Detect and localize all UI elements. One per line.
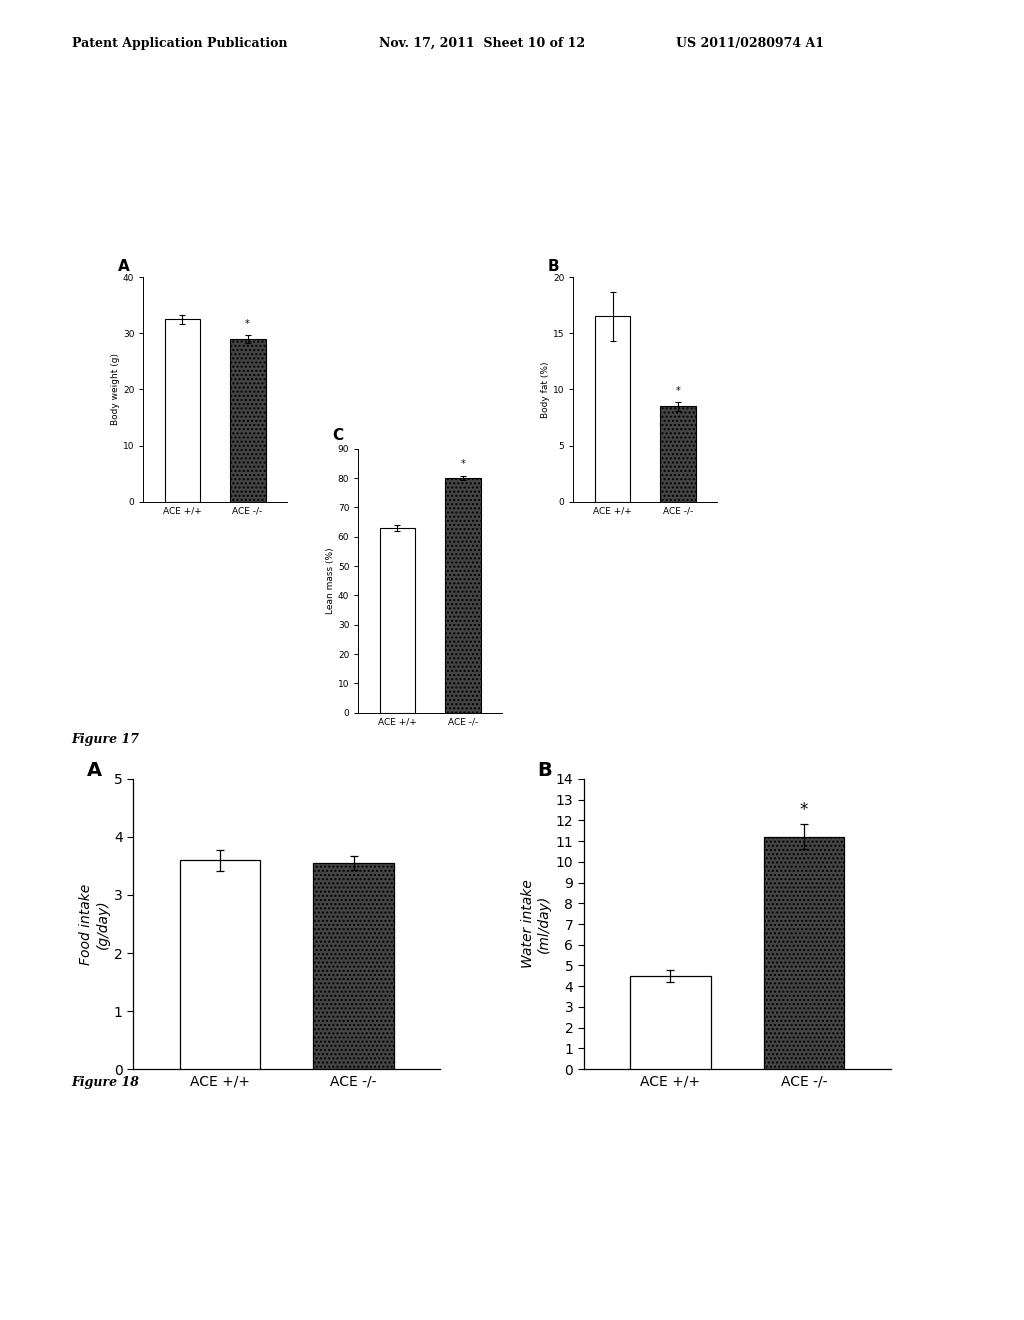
Y-axis label: Water intake
(ml/day): Water intake (ml/day): [521, 879, 551, 969]
Text: Figure 18: Figure 18: [72, 1076, 139, 1089]
Bar: [229, 339, 265, 502]
Text: *: *: [800, 801, 808, 818]
Text: Figure 17: Figure 17: [72, 733, 139, 746]
Y-axis label: Body weight (g): Body weight (g): [111, 354, 120, 425]
Text: US 2011/0280974 A1: US 2011/0280974 A1: [676, 37, 824, 50]
Bar: [180, 861, 260, 1069]
Bar: [165, 319, 201, 502]
Text: *: *: [245, 319, 250, 330]
Bar: [313, 863, 393, 1069]
Y-axis label: Body fat (%): Body fat (%): [541, 362, 550, 417]
Y-axis label: Food intake
(g/day): Food intake (g/day): [80, 883, 110, 965]
Text: *: *: [675, 387, 680, 396]
Bar: [595, 317, 631, 502]
Y-axis label: Lean mass (%): Lean mass (%): [326, 548, 335, 614]
Bar: [631, 975, 711, 1069]
Text: C: C: [333, 428, 344, 442]
Bar: [444, 478, 480, 713]
Bar: [764, 837, 844, 1069]
Text: Patent Application Publication: Patent Application Publication: [72, 37, 287, 50]
Bar: [380, 528, 416, 713]
Text: Nov. 17, 2011  Sheet 10 of 12: Nov. 17, 2011 Sheet 10 of 12: [379, 37, 585, 50]
Text: A: A: [87, 762, 102, 780]
Text: B: B: [548, 259, 559, 275]
Text: *: *: [460, 459, 465, 469]
Text: A: A: [118, 259, 129, 275]
Bar: [659, 407, 695, 502]
Text: B: B: [538, 762, 552, 780]
